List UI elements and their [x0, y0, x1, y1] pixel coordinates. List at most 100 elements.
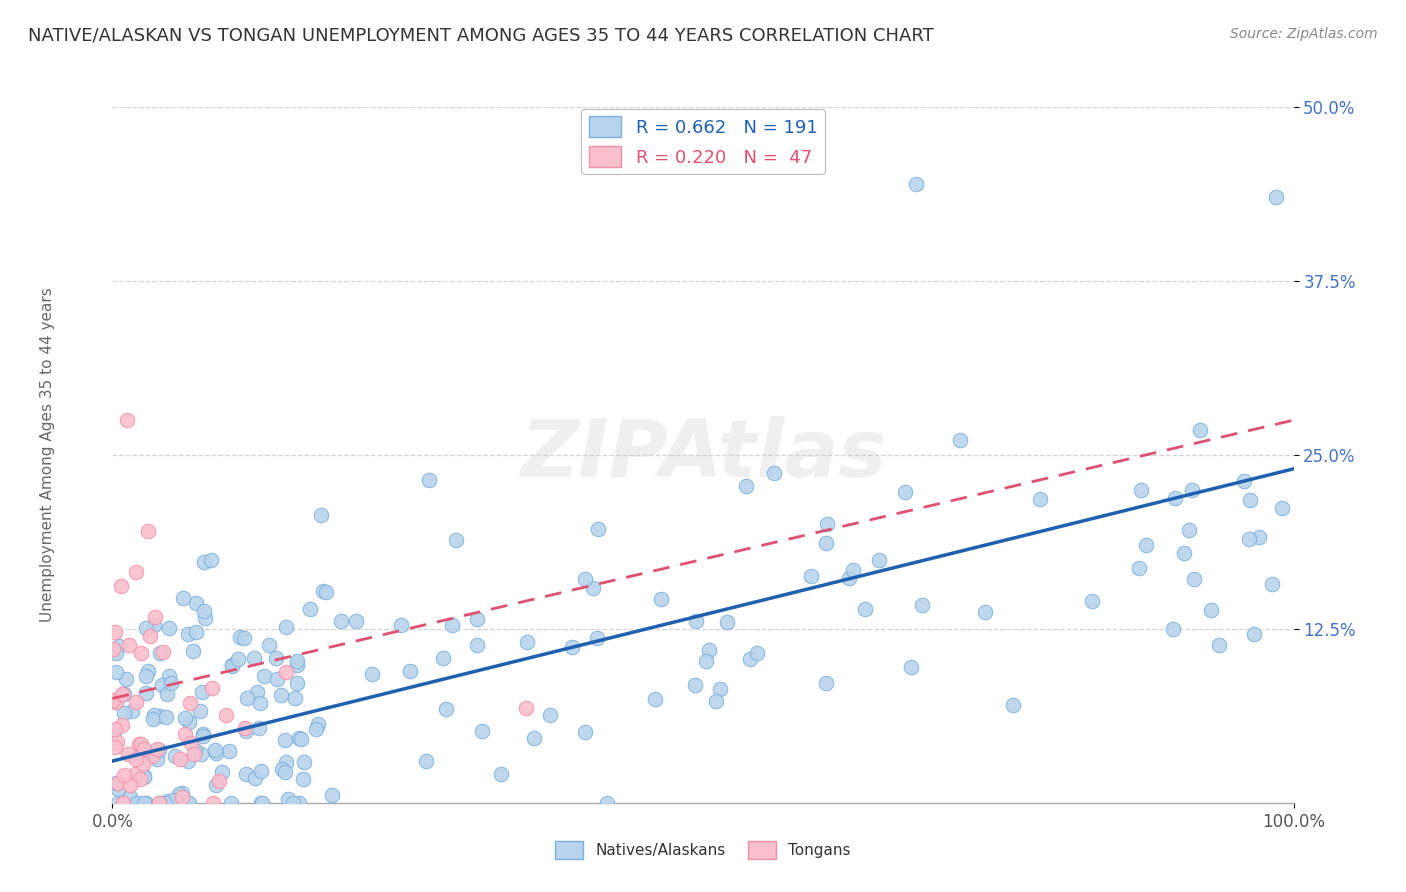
- Point: [146, 741, 169, 756]
- Point: [283, 796, 305, 810]
- Point: [900, 659, 922, 673]
- Point: [136, 664, 159, 678]
- Point: [148, 743, 170, 757]
- Point: [208, 774, 231, 789]
- Point: [1135, 538, 1157, 552]
- Point: [815, 675, 838, 690]
- Point: [142, 617, 165, 632]
- Point: [235, 724, 257, 739]
- Point: [157, 669, 180, 683]
- Point: [201, 796, 224, 810]
- Point: [194, 610, 217, 624]
- Point: [287, 657, 309, 672]
- Point: [432, 651, 454, 665]
- Point: [232, 632, 254, 646]
- Point: [124, 767, 146, 781]
- Point: [841, 562, 863, 576]
- Point: [800, 568, 823, 582]
- Point: [117, 638, 139, 652]
- Point: [129, 646, 152, 660]
- Point: [695, 654, 717, 668]
- Point: [644, 692, 666, 706]
- Point: [201, 681, 224, 695]
- Point: [218, 744, 240, 758]
- Point: [143, 609, 166, 624]
- Text: Source: ZipAtlas.com: Source: ZipAtlas.com: [1230, 27, 1378, 41]
- Point: [491, 766, 513, 780]
- Point: [105, 646, 128, 660]
- Point: [312, 584, 335, 599]
- Point: [191, 684, 214, 698]
- Point: [949, 433, 972, 447]
- Point: [129, 737, 152, 751]
- Point: [149, 709, 172, 723]
- Point: [305, 723, 328, 737]
- Point: [172, 789, 194, 804]
- Point: [191, 729, 214, 743]
- Point: [465, 612, 488, 626]
- Point: [134, 796, 156, 810]
- Point: [288, 731, 311, 746]
- Point: [108, 639, 131, 653]
- Point: [815, 516, 838, 531]
- Point: [709, 682, 731, 697]
- Point: [127, 796, 149, 810]
- Point: [284, 690, 307, 705]
- Text: NATIVE/ALASKAN VS TONGAN UNEMPLOYMENT AMONG AGES 35 TO 44 YEARS CORRELATION CHAR: NATIVE/ALASKAN VS TONGAN UNEMPLOYMENT AM…: [28, 27, 934, 45]
- Point: [1189, 423, 1212, 437]
- Point: [523, 731, 546, 745]
- Point: [1271, 500, 1294, 515]
- Point: [685, 615, 707, 629]
- Point: [188, 704, 211, 718]
- Point: [247, 721, 270, 735]
- Point: [181, 643, 204, 657]
- Text: ZIPAtlas: ZIPAtlas: [520, 416, 886, 494]
- Point: [762, 466, 785, 480]
- Point: [291, 772, 314, 786]
- Point: [138, 629, 160, 643]
- Point: [156, 794, 179, 808]
- Point: [704, 694, 727, 708]
- Point: [104, 739, 127, 754]
- Point: [115, 413, 138, 427]
- Point: [1029, 491, 1052, 506]
- Point: [716, 615, 738, 630]
- Point: [415, 754, 437, 768]
- Point: [1261, 577, 1284, 591]
- Point: [167, 787, 190, 801]
- Point: [190, 747, 212, 761]
- Point: [162, 793, 184, 807]
- Point: [136, 524, 159, 539]
- Point: [129, 749, 152, 764]
- Point: [211, 764, 233, 779]
- Point: [1239, 492, 1261, 507]
- Point: [249, 796, 271, 810]
- Point: [112, 706, 135, 721]
- Point: [115, 672, 138, 686]
- Point: [184, 596, 207, 610]
- Point: [101, 693, 124, 707]
- Point: [747, 646, 769, 660]
- Point: [911, 598, 934, 612]
- Point: [221, 657, 243, 672]
- Point: [586, 632, 609, 646]
- Point: [309, 508, 332, 523]
- Point: [270, 762, 292, 776]
- Point: [120, 778, 142, 792]
- Point: [738, 651, 761, 665]
- Point: [904, 177, 927, 191]
- Point: [276, 792, 298, 806]
- Point: [128, 738, 150, 752]
- Point: [104, 723, 127, 737]
- Point: [155, 710, 177, 724]
- Point: [148, 796, 170, 810]
- Point: [235, 691, 257, 706]
- Point: [574, 725, 596, 739]
- Point: [177, 714, 200, 729]
- Point: [1181, 483, 1204, 498]
- Point: [111, 718, 134, 732]
- Point: [101, 641, 124, 656]
- Point: [160, 675, 183, 690]
- Point: [1264, 190, 1286, 204]
- Point: [169, 752, 191, 766]
